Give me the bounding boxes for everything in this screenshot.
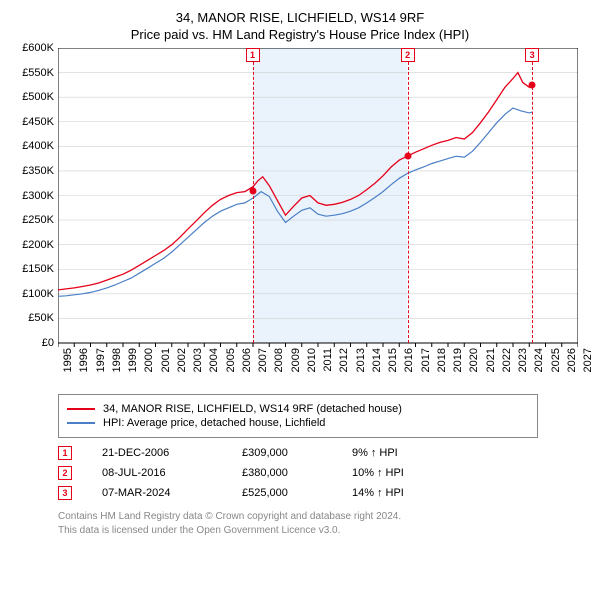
sale-price: £380,000 bbox=[242, 467, 322, 479]
sales-marker-box: 3 bbox=[58, 486, 72, 500]
x-tick-label: 2014 bbox=[371, 348, 383, 372]
footer-line-2: This data is licensed under the Open Gov… bbox=[58, 524, 590, 538]
x-tick-label: 2025 bbox=[550, 348, 562, 372]
legend-swatch bbox=[67, 408, 95, 410]
y-tick-label: £500K bbox=[22, 91, 54, 103]
legend-label: HPI: Average price, detached house, Lich… bbox=[103, 417, 325, 429]
x-tick-label: 2024 bbox=[533, 348, 545, 372]
y-tick-label: £250K bbox=[22, 214, 54, 226]
x-tick-label: 1999 bbox=[127, 348, 139, 372]
legend: 34, MANOR RISE, LICHFIELD, WS14 9RF (det… bbox=[58, 394, 538, 438]
x-tick-label: 2006 bbox=[241, 348, 253, 372]
y-tick-label: £450K bbox=[22, 116, 54, 128]
x-tick-label: 1995 bbox=[62, 348, 74, 372]
x-tick-label: 1997 bbox=[95, 348, 107, 372]
y-tick-label: £550K bbox=[22, 67, 54, 79]
x-tick-label: 2010 bbox=[306, 348, 318, 372]
x-tick-label: 2004 bbox=[208, 348, 220, 372]
chart-area: £0 £50K £100K £150K £200K £250K £300K £350K £400… bbox=[10, 48, 590, 388]
x-tick-label: 2027 bbox=[582, 348, 594, 372]
sale-hpi-pct: 9% bbox=[352, 447, 368, 459]
sales-table-row: 1 21-DEC-2006 £309,000 9% ↑ HPI bbox=[58, 446, 590, 460]
legend-row: HPI: Average price, detached house, Lich… bbox=[67, 417, 529, 429]
x-tick-label: 2012 bbox=[338, 348, 350, 372]
sale-hpi: 10% ↑ HPI bbox=[352, 467, 442, 479]
x-tick-label: 2008 bbox=[273, 348, 285, 372]
x-tick-label: 2021 bbox=[485, 348, 497, 372]
sales-table-row: 3 07-MAR-2024 £525,000 14% ↑ HPI bbox=[58, 486, 590, 500]
sale-vline bbox=[253, 62, 254, 343]
sale-date: 07-MAR-2024 bbox=[102, 487, 212, 499]
sales-marker-box: 2 bbox=[58, 466, 72, 480]
sales-table: 1 21-DEC-2006 £309,000 9% ↑ HPI 2 08-JUL-2016… bbox=[58, 446, 590, 500]
sale-price: £525,000 bbox=[242, 487, 322, 499]
chart-plot bbox=[58, 48, 578, 348]
up-arrow-icon: ↑ bbox=[377, 487, 383, 499]
footer-line-1: Contains HM Land Registry data © Crown c… bbox=[58, 510, 590, 524]
x-tick-label: 2009 bbox=[290, 348, 302, 372]
y-tick-label: £50K bbox=[28, 312, 54, 324]
sale-date: 21-DEC-2006 bbox=[102, 447, 212, 459]
sale-vline bbox=[408, 62, 409, 343]
x-tick-label: 2022 bbox=[501, 348, 513, 372]
sale-hpi-pct: 10% bbox=[352, 467, 374, 479]
x-tick-label: 2001 bbox=[160, 348, 172, 372]
x-tick-label: 2017 bbox=[420, 348, 432, 372]
legend-swatch bbox=[67, 422, 95, 424]
x-tick-label: 2018 bbox=[436, 348, 448, 372]
sale-marker-box: 2 bbox=[401, 48, 415, 62]
y-tick-label: £300K bbox=[22, 190, 54, 202]
x-tick-label: 2020 bbox=[468, 348, 480, 372]
x-tick-label: 2007 bbox=[257, 348, 269, 372]
x-tick-label: 2000 bbox=[143, 348, 155, 372]
sale-point-dot bbox=[249, 188, 256, 195]
x-tick-label: 2023 bbox=[517, 348, 529, 372]
y-tick-label: £350K bbox=[22, 165, 54, 177]
sale-hpi-suffix: HPI bbox=[386, 467, 404, 479]
x-tick-label: 2015 bbox=[387, 348, 399, 372]
x-tick-label: 2019 bbox=[452, 348, 464, 372]
x-tick-label: 2013 bbox=[355, 348, 367, 372]
sale-point-dot bbox=[404, 153, 411, 160]
sales-table-row: 2 08-JUL-2016 £380,000 10% ↑ HPI bbox=[58, 466, 590, 480]
sale-hpi-pct: 14% bbox=[352, 487, 374, 499]
chart-subtitle: Price paid vs. HM Land Registry's House … bbox=[10, 27, 590, 42]
sale-hpi-suffix: HPI bbox=[379, 447, 397, 459]
sale-marker-box: 3 bbox=[525, 48, 539, 62]
sale-price: £309,000 bbox=[242, 447, 322, 459]
legend-row: 34, MANOR RISE, LICHFIELD, WS14 9RF (det… bbox=[67, 403, 529, 415]
x-tick-label: 2011 bbox=[322, 348, 334, 372]
sale-date: 08-JUL-2016 bbox=[102, 467, 212, 479]
x-tick-label: 1996 bbox=[78, 348, 90, 372]
x-tick-label: 2002 bbox=[176, 348, 188, 372]
up-arrow-icon: ↑ bbox=[377, 467, 383, 479]
x-tick-label: 2026 bbox=[566, 348, 578, 372]
chart-title-address: 34, MANOR RISE, LICHFIELD, WS14 9RF bbox=[10, 10, 590, 25]
x-tick-label: 1998 bbox=[111, 348, 123, 372]
footer-attribution: Contains HM Land Registry data © Crown c… bbox=[58, 510, 590, 537]
y-tick-label: £200K bbox=[22, 239, 54, 251]
sale-hpi-suffix: HPI bbox=[386, 487, 404, 499]
sale-vline bbox=[532, 62, 533, 343]
sale-hpi: 14% ↑ HPI bbox=[352, 487, 442, 499]
sale-marker-box: 1 bbox=[246, 48, 260, 62]
sale-hpi: 9% ↑ HPI bbox=[352, 447, 442, 459]
x-tick-label: 2005 bbox=[225, 348, 237, 372]
x-tick-label: 2016 bbox=[403, 348, 415, 372]
y-tick-label: £400K bbox=[22, 140, 54, 152]
y-tick-label: £600K bbox=[22, 42, 54, 54]
sales-marker-box: 1 bbox=[58, 446, 72, 460]
y-tick-label: £0 bbox=[42, 337, 54, 349]
legend-label: 34, MANOR RISE, LICHFIELD, WS14 9RF (det… bbox=[103, 403, 402, 415]
y-tick-label: £100K bbox=[22, 288, 54, 300]
y-tick-label: £150K bbox=[22, 263, 54, 275]
x-tick-label: 2003 bbox=[192, 348, 204, 372]
up-arrow-icon: ↑ bbox=[371, 447, 377, 459]
sale-point-dot bbox=[529, 81, 536, 88]
